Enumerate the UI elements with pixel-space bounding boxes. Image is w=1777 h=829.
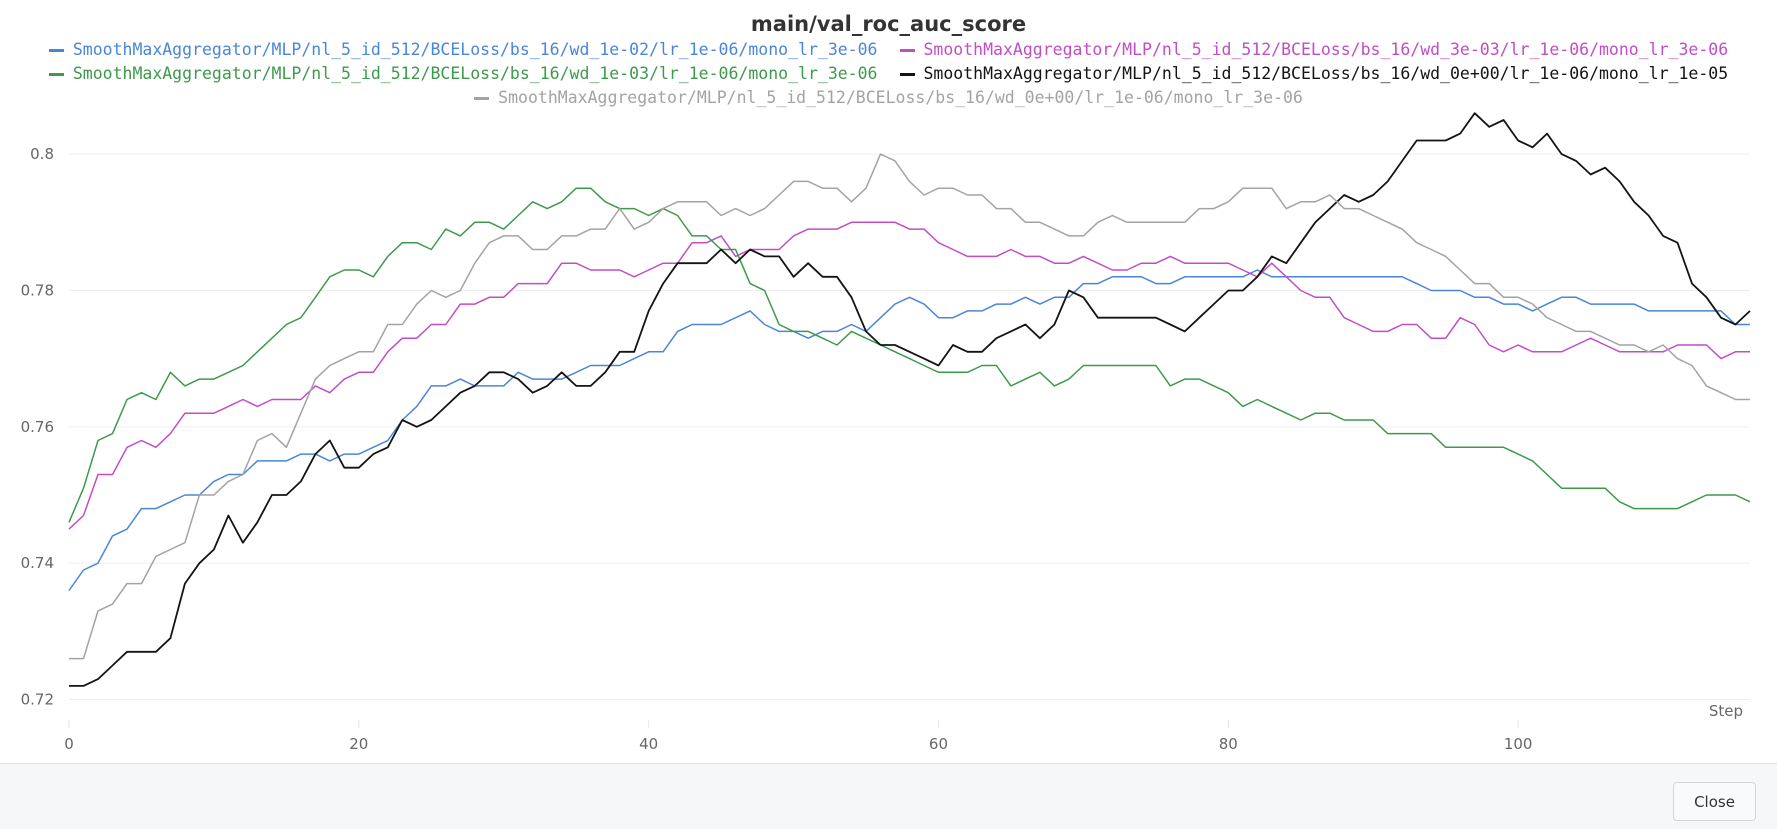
x-tick-label: 100 bbox=[1504, 735, 1533, 753]
legend-swatch bbox=[48, 72, 64, 76]
x-tick-label: 20 bbox=[349, 735, 368, 753]
legend-label: SmoothMaxAggregator/MLP/nl_5_id_512/BCEL… bbox=[498, 88, 1303, 107]
legend-label: SmoothMaxAggregator/MLP/nl_5_id_512/BCEL… bbox=[72, 40, 878, 59]
legend-swatch bbox=[899, 72, 915, 76]
line-chart: main/val_roc_auc_score 0.720.740.760.780… bbox=[21, 12, 1751, 753]
legend-swatch bbox=[48, 48, 64, 52]
legend-item[interactable]: SmoothMaxAggregator/MLP/nl_5_id_512/BCEL… bbox=[899, 38, 1729, 62]
chart-legend: SmoothMaxAggregator/MLP/nl_5_id_512/BCEL… bbox=[0, 38, 1777, 110]
y-tick-label: 0.72 bbox=[21, 691, 54, 709]
series-line-4 bbox=[69, 112, 1751, 687]
legend-label: SmoothMaxAggregator/MLP/nl_5_id_512/BCEL… bbox=[923, 40, 1729, 59]
legend-item[interactable]: SmoothMaxAggregator/MLP/nl_5_id_512/BCEL… bbox=[48, 62, 878, 86]
legend-swatch bbox=[899, 48, 915, 52]
dialog-footer: Close bbox=[0, 763, 1777, 829]
legend-label: SmoothMaxAggregator/MLP/nl_5_id_512/BCEL… bbox=[923, 64, 1729, 83]
axis-layer: 0.72 0.74 0.76 0.78 0.8 0 20 40 60 80 100 bbox=[21, 145, 1533, 753]
series-layer bbox=[68, 112, 1751, 687]
legend-item[interactable]: SmoothMaxAggregator/MLP/nl_5_id_512/BCEL… bbox=[899, 62, 1729, 86]
legend-swatch bbox=[474, 96, 490, 100]
x-tick-label: 60 bbox=[929, 735, 948, 753]
x-tick-label: 40 bbox=[639, 735, 658, 753]
legend-item[interactable]: SmoothMaxAggregator/MLP/nl_5_id_512/BCEL… bbox=[48, 38, 878, 62]
close-button[interactable]: Close bbox=[1673, 782, 1756, 821]
chart-title: main/val_roc_auc_score bbox=[751, 12, 1026, 36]
y-tick-label: 0.78 bbox=[21, 281, 54, 299]
grid-layer bbox=[69, 153, 1750, 701]
x-tick-label: 80 bbox=[1219, 735, 1238, 753]
y-tick-label: 0.76 bbox=[21, 418, 54, 436]
series-line-2 bbox=[68, 221, 1750, 530]
legend-item[interactable]: SmoothMaxAggregator/MLP/nl_5_id_512/BCEL… bbox=[474, 86, 1303, 110]
series-line-5 bbox=[69, 153, 1750, 660]
x-tick-label: 0 bbox=[64, 735, 74, 753]
y-tick-label: 0.74 bbox=[21, 554, 54, 572]
y-tick-label: 0.8 bbox=[30, 145, 54, 163]
legend-label: SmoothMaxAggregator/MLP/nl_5_id_512/BCEL… bbox=[72, 64, 878, 83]
series-line-1 bbox=[68, 269, 1750, 591]
series-line-3 bbox=[68, 187, 1751, 523]
x-axis-label: Step bbox=[1709, 702, 1743, 720]
